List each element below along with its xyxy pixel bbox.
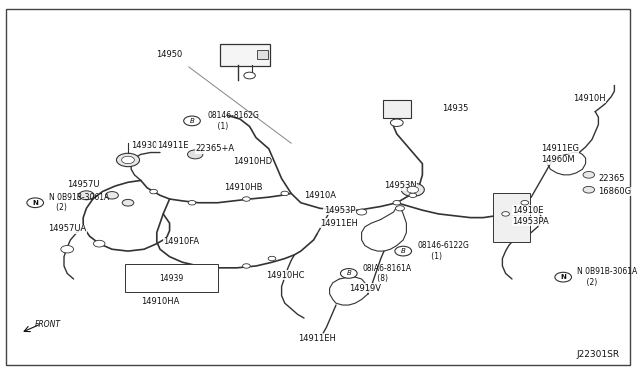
Circle shape	[61, 246, 74, 253]
Circle shape	[583, 186, 595, 193]
Circle shape	[188, 201, 196, 205]
Circle shape	[244, 72, 255, 79]
Text: 14911EH: 14911EH	[298, 334, 335, 343]
Text: 14911EG: 14911EG	[541, 144, 579, 153]
Circle shape	[184, 116, 200, 126]
Text: B: B	[346, 270, 351, 276]
FancyBboxPatch shape	[257, 50, 268, 59]
Circle shape	[583, 171, 595, 178]
Circle shape	[390, 119, 403, 126]
Circle shape	[409, 193, 417, 198]
Text: 14910FA: 14910FA	[163, 237, 199, 246]
Circle shape	[407, 186, 419, 193]
Text: FRONT: FRONT	[35, 320, 61, 329]
Text: 14953PA: 14953PA	[512, 217, 548, 226]
Circle shape	[281, 191, 289, 196]
Circle shape	[79, 191, 94, 200]
Bar	[493, 193, 530, 242]
Text: 14910A: 14910A	[304, 191, 336, 200]
Text: 14939: 14939	[159, 273, 183, 283]
Text: B: B	[401, 248, 406, 254]
Text: N 0B91B-3061A
   (2): N 0B91B-3061A (2)	[49, 193, 109, 212]
Text: N 0B91B-3061A
    (2): N 0B91B-3061A (2)	[577, 267, 637, 287]
Text: 22365: 22365	[598, 174, 625, 183]
Text: 08146-8162G
    (1): 08146-8162G (1)	[208, 111, 260, 131]
Text: 14957UA: 14957UA	[48, 224, 86, 233]
Text: 14910HB: 14910HB	[224, 183, 262, 192]
Text: 16860G: 16860G	[598, 187, 632, 196]
Text: 14960M: 14960M	[541, 155, 575, 164]
Circle shape	[393, 201, 401, 205]
FancyBboxPatch shape	[383, 100, 411, 118]
Circle shape	[106, 192, 118, 199]
Circle shape	[555, 272, 572, 282]
Text: 22365+A: 22365+A	[195, 144, 234, 153]
Text: 14911EH: 14911EH	[320, 219, 358, 228]
Text: 14950: 14950	[156, 50, 182, 60]
Circle shape	[395, 246, 412, 256]
Circle shape	[150, 189, 157, 194]
Circle shape	[356, 209, 367, 215]
Circle shape	[243, 264, 250, 268]
Bar	[125, 264, 218, 292]
Text: J22301SR: J22301SR	[577, 350, 620, 359]
Text: 14910HC: 14910HC	[266, 271, 304, 280]
Circle shape	[243, 197, 250, 201]
Circle shape	[502, 212, 509, 216]
Circle shape	[401, 183, 424, 196]
Text: B: B	[189, 118, 195, 124]
Text: 14935: 14935	[442, 104, 468, 113]
Text: 14911E: 14911E	[157, 141, 188, 150]
Text: N: N	[32, 200, 38, 206]
Text: 14910HD: 14910HD	[233, 157, 272, 166]
Text: 08IA6-8161A
      (8): 08IA6-8161A (8)	[363, 264, 412, 283]
Circle shape	[122, 199, 134, 206]
Circle shape	[521, 201, 529, 205]
Text: 14910E: 14910E	[512, 206, 543, 215]
Circle shape	[268, 256, 276, 261]
Circle shape	[27, 198, 44, 208]
Text: 14910HA: 14910HA	[141, 297, 179, 306]
Text: 14953N: 14953N	[384, 182, 417, 190]
Text: 14910H: 14910H	[573, 94, 605, 103]
Text: 14957U: 14957U	[67, 180, 100, 189]
Text: 08146-6122G
      (1): 08146-6122G (1)	[417, 241, 469, 261]
Circle shape	[93, 240, 105, 247]
Text: N: N	[560, 274, 566, 280]
FancyBboxPatch shape	[220, 44, 270, 66]
Circle shape	[122, 156, 134, 164]
Circle shape	[188, 150, 203, 159]
Text: 14953P: 14953P	[324, 206, 355, 215]
Circle shape	[116, 153, 140, 167]
Text: 14919V: 14919V	[349, 284, 381, 293]
Circle shape	[340, 269, 357, 278]
Text: 14930: 14930	[131, 141, 157, 150]
Circle shape	[396, 206, 404, 211]
